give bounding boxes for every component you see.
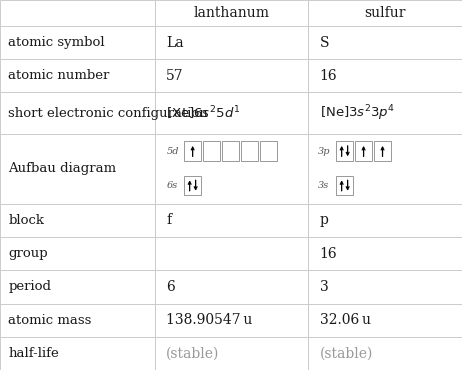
Text: atomic number: atomic number [8,69,109,82]
Text: 57: 57 [166,69,184,83]
Bar [0,0,155,26]
Text: 16: 16 [320,247,337,260]
Text: group: group [8,247,48,260]
Text: sulfur: sulfur [365,6,406,20]
Text: 138.90547 u: 138.90547 u [166,313,253,327]
Bar [0,237,155,270]
Bar [336,176,353,195]
Text: 32.06 u: 32.06 u [320,313,371,327]
Bar [155,237,308,270]
Bar [308,92,462,134]
Text: p: p [320,213,328,228]
Bar [155,92,308,134]
Bar [155,26,308,59]
Text: 3: 3 [320,280,328,294]
Text: 16: 16 [320,69,337,83]
Bar [155,134,308,204]
Bar [0,204,155,237]
Bar [308,337,462,370]
Bar [0,337,155,370]
Bar [0,92,155,134]
Bar [0,59,155,92]
Bar [184,176,201,195]
Text: short electronic configuration: short electronic configuration [8,107,208,120]
Bar [203,141,220,161]
Bar [0,270,155,303]
Text: atomic symbol: atomic symbol [8,36,105,49]
Text: $\mathrm{[Xe]6}s^{2}\mathrm{5}d^{1}$: $\mathrm{[Xe]6}s^{2}\mathrm{5}d^{1}$ [166,104,241,122]
Bar [155,59,308,92]
Bar [308,0,462,26]
Text: (stable): (stable) [166,346,220,360]
Bar [155,270,308,303]
Text: 3s: 3s [318,181,329,190]
Bar [222,141,239,161]
Text: 6s: 6s [166,181,177,190]
Bar [308,270,462,303]
Bar [155,337,308,370]
Text: $\mathrm{[Ne]3}s^{2}\mathrm{3}p^{4}$: $\mathrm{[Ne]3}s^{2}\mathrm{3}p^{4}$ [320,103,395,123]
Text: 5d: 5d [166,147,179,156]
Bar [184,141,201,161]
Bar [0,303,155,337]
Text: half-life: half-life [8,347,59,360]
Bar [155,204,308,237]
Bar [308,59,462,92]
Text: lanthanum: lanthanum [194,6,269,20]
Text: Aufbau diagram: Aufbau diagram [8,162,116,175]
Bar [0,26,155,59]
Text: 3p: 3p [318,147,331,156]
Bar [308,134,462,204]
Text: block: block [8,214,44,227]
Bar [336,141,353,161]
Bar [155,303,308,337]
Bar [241,141,258,161]
Text: atomic mass: atomic mass [8,314,91,327]
Bar [374,141,391,161]
Bar [355,141,372,161]
Text: f: f [166,213,171,228]
Text: S: S [320,36,329,50]
Bar [308,26,462,59]
Text: period: period [8,280,51,293]
Text: La: La [166,36,184,50]
Bar [155,0,308,26]
Bar [308,204,462,237]
Text: 6: 6 [166,280,175,294]
Bar [260,141,277,161]
Bar [0,134,155,204]
Bar [308,237,462,270]
Text: (stable): (stable) [320,346,373,360]
Bar [308,303,462,337]
